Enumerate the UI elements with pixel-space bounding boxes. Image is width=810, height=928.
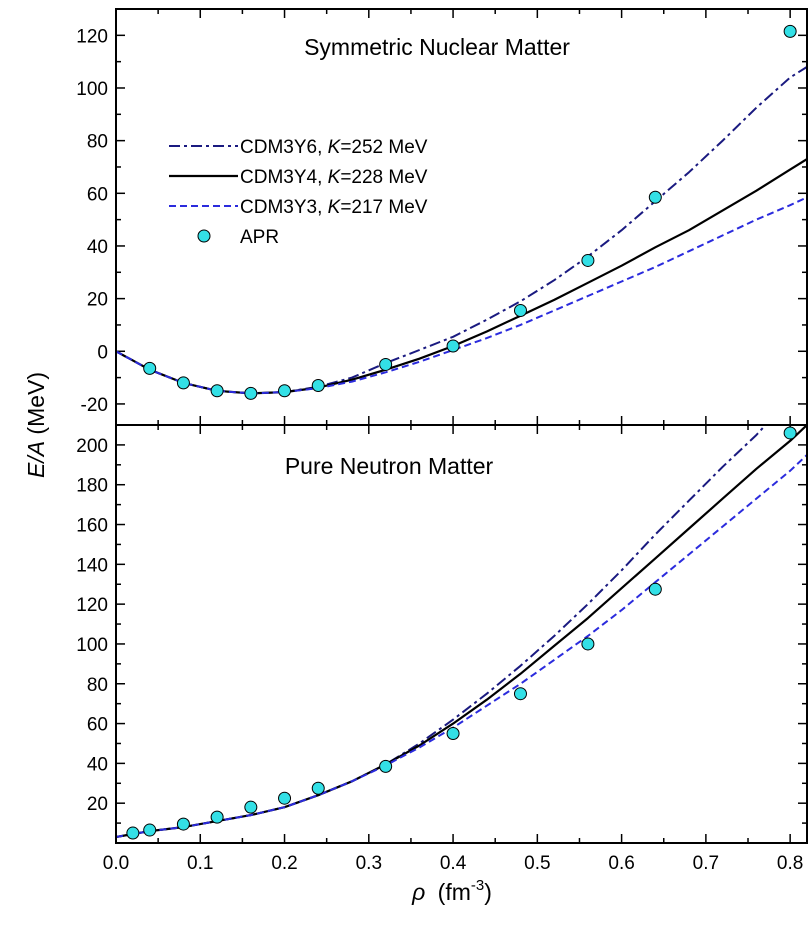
y-axis-unit: (MeV) xyxy=(23,372,49,441)
bottom-apr-point xyxy=(278,791,292,805)
top-apr-point xyxy=(379,357,393,371)
bottom-y-tick-label: 180 xyxy=(76,476,108,497)
legend-label: CDM3Y3, K=217 MeV xyxy=(240,197,428,218)
x-tick-label: 0.5 xyxy=(524,853,550,874)
x-axis-symbol: ρ xyxy=(411,879,425,905)
top-apr-point xyxy=(513,303,527,317)
legend-label-symbol: K xyxy=(328,197,342,218)
bottom-apr-point xyxy=(244,800,258,814)
bottom-y-tick-label: 60 xyxy=(87,715,108,736)
x-tick-label: 0.2 xyxy=(271,853,297,874)
legend-label-value: =228 MeV xyxy=(340,167,427,188)
x-tick-label: 0.3 xyxy=(356,853,382,874)
top-apr-point xyxy=(143,361,157,375)
top-series-line-dashdot xyxy=(116,66,807,395)
legend-label-value: =252 MeV xyxy=(340,137,427,158)
top-y-tick-label: 40 xyxy=(87,237,108,258)
legend-label-symbol: K xyxy=(328,167,342,188)
bottom-apr-point xyxy=(311,781,325,795)
bottom-apr-point xyxy=(143,823,157,837)
bottom-y-tick-label: 20 xyxy=(87,794,108,815)
bottom-apr-point xyxy=(783,426,797,440)
top-panel-title: Symmetric Nuclear Matter xyxy=(304,34,570,60)
top-panel-frame xyxy=(115,8,808,426)
top-apr-point xyxy=(244,386,258,400)
legend-label-name: CDM3Y4, xyxy=(240,167,328,188)
bottom-series-line-dashed xyxy=(116,454,807,838)
top-apr-point xyxy=(648,190,662,204)
bottom-apr-point xyxy=(379,759,393,773)
y-axis-title: E/A (MeV) xyxy=(23,372,49,478)
bottom-apr-point xyxy=(446,727,460,741)
x-axis-exponent: -3 xyxy=(471,877,484,894)
x-tick-label: 0.4 xyxy=(440,853,467,874)
panel-pure-neutron-matter: 0.0 0.1 0.2 0.3 0.4 0.5 0.6 0.7 0.8 20 40 60 80 100 12… xyxy=(76,424,808,874)
x-tick-label: 0.8 xyxy=(777,853,803,874)
x-tick-label: 0.0 xyxy=(103,853,129,874)
bottom-y-tick-label: 160 xyxy=(76,516,108,537)
x-tick-label: 0.1 xyxy=(187,853,213,874)
legend-apr-marker xyxy=(197,229,211,243)
bottom-panel-title: Pure Neutron Matter xyxy=(285,453,494,479)
bottom-y-tick-label: 100 xyxy=(76,635,108,656)
panel-symmetric-nuclear-matter: -20 0 20 40 60 80 100 120 Symmetric Nuclear Mat… xyxy=(76,8,808,426)
top-apr-point xyxy=(210,384,224,398)
x-axis-close: ) xyxy=(484,879,492,905)
legend-label-value: =217 MeV xyxy=(340,197,427,218)
bottom-panel-series xyxy=(116,425,807,839)
x-axis-title: ρ (fm-3) xyxy=(411,877,492,905)
legend-label: CDM3Y6, K=252 MeV xyxy=(240,137,428,158)
bottom-panel-frame xyxy=(115,424,808,844)
top-y-tick-label: 20 xyxy=(87,290,108,311)
bottom-apr-point xyxy=(176,817,190,831)
top-y-tick-label: 80 xyxy=(87,132,108,153)
bottom-series-line-dashdot xyxy=(116,425,767,838)
legend-label: CDM3Y4, K=228 MeV xyxy=(240,167,428,188)
top-y-tick-label: 0 xyxy=(97,342,108,363)
top-y-tick-label: 120 xyxy=(76,26,108,47)
bottom-series-line-solid xyxy=(116,425,807,839)
top-panel-ticks: -20 0 20 40 60 80 100 120 xyxy=(76,8,807,425)
top-y-tick-label: -20 xyxy=(81,395,108,416)
y-axis-italic: E/A xyxy=(23,441,49,478)
top-apr-point xyxy=(783,24,797,38)
bottom-panel-apr-markers xyxy=(126,426,797,840)
top-apr-point xyxy=(446,339,460,353)
bottom-apr-point xyxy=(648,582,662,596)
x-tick-label: 0.7 xyxy=(693,853,719,874)
top-apr-point xyxy=(176,376,190,390)
bottom-y-tick-label: 200 xyxy=(76,436,108,457)
bottom-y-tick-label: 140 xyxy=(76,555,108,576)
legend-label: APR xyxy=(240,227,279,248)
top-y-tick-label: 60 xyxy=(87,184,108,205)
top-panel-series xyxy=(116,66,807,395)
top-y-tick-label: 100 xyxy=(76,79,108,100)
bottom-apr-point xyxy=(210,810,224,824)
top-panel-apr-markers xyxy=(143,24,797,400)
top-series-line-solid xyxy=(116,158,807,395)
legend-label-symbol: K xyxy=(328,137,342,158)
bottom-apr-point xyxy=(126,826,140,840)
bottom-y-tick-label: 120 xyxy=(76,595,108,616)
bottom-apr-point xyxy=(513,687,527,701)
legend-label-name: CDM3Y3, xyxy=(240,197,328,218)
top-apr-point xyxy=(311,379,325,393)
legend-label-name: CDM3Y6, xyxy=(240,137,328,158)
bottom-y-tick-label: 80 xyxy=(87,675,108,696)
top-apr-point xyxy=(278,384,292,398)
bottom-y-tick-label: 40 xyxy=(87,754,108,775)
bottom-apr-point xyxy=(581,637,595,651)
top-series-line-dashed xyxy=(116,196,807,395)
x-tick-label: 0.6 xyxy=(608,853,634,874)
bottom-panel-ticks: 0.0 0.1 0.2 0.3 0.4 0.5 0.6 0.7 0.8 20 40 60 80 100 12… xyxy=(76,424,807,874)
x-axis-unit: (fm xyxy=(438,879,471,905)
top-apr-point xyxy=(581,253,595,267)
